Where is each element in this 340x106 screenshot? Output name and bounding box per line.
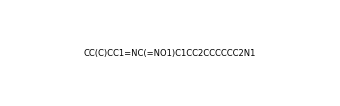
Text: CC(C)CC1=NC(=NO1)C1CC2CCCCCC2N1: CC(C)CC1=NC(=NO1)C1CC2CCCCCC2N1: [84, 49, 256, 57]
